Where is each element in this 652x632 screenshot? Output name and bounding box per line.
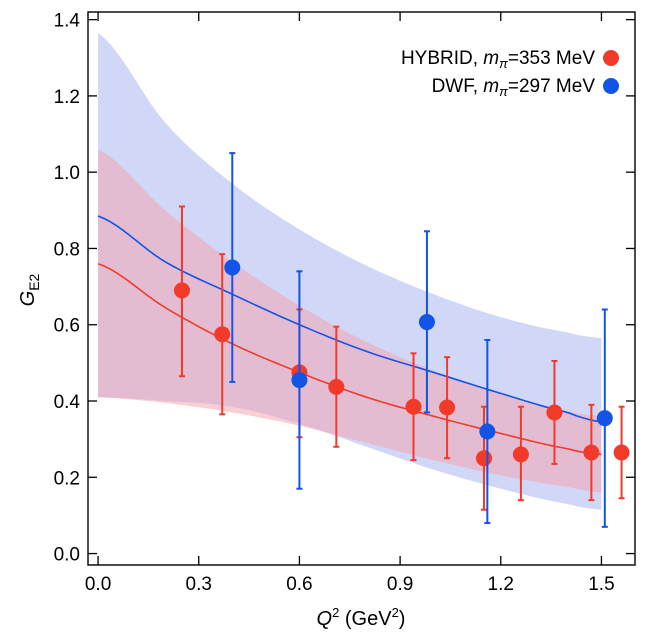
x-tick-label: 1.5	[588, 574, 614, 595]
plot-frame	[87, 11, 636, 566]
legend-hybrid-name: HYBRID,	[401, 48, 483, 69]
legend-dwf-mass-value: =297 MeV	[508, 76, 595, 97]
x-axis-title: Q2 (GeV2)	[317, 605, 406, 630]
y-tick-label: 0.2	[54, 468, 80, 489]
y-tick-label: 1.2	[54, 87, 80, 108]
y-axis-title-base: G	[17, 291, 39, 307]
hybrid-marker	[173, 282, 190, 299]
dwf-marker	[291, 372, 308, 389]
hybrid-point	[583, 403, 600, 502]
legend-hybrid-mass-value: =353 MeV	[508, 48, 595, 69]
legend-label-hybrid: HYBRID, mπ=353 MeV	[401, 48, 595, 71]
x-tick-label: 0.0	[85, 574, 111, 595]
legend: HYBRID, mπ=353 MeV DWF, mπ=297 MeV	[401, 48, 619, 99]
hybrid-point	[613, 405, 630, 500]
legend-dwf-mass-sub: π	[499, 84, 508, 99]
bands-layer	[98, 32, 602, 510]
legend-dwf-name: DWF,	[432, 76, 484, 97]
legend-hybrid-mass-symbol: m	[483, 48, 499, 69]
legend-hybrid-mass-sub: π	[499, 56, 508, 71]
hybrid-marker	[583, 444, 600, 461]
hybrid-point	[328, 325, 345, 448]
x-axis-title-unit-close: )	[399, 608, 406, 630]
hybrid-marker	[613, 444, 630, 461]
hybrid-error-band	[98, 149, 602, 493]
hybrid-point	[405, 352, 422, 462]
x-axis-title-unit-sup: 2	[392, 605, 399, 620]
dwf-marker	[418, 314, 435, 331]
hybrid-point	[214, 253, 231, 416]
y-tick-label: 1.4	[54, 11, 81, 32]
ticks-layer: 0.0 0.3 0.6 0.9 1.2 1.5 0.0 0.2 0.4 0.6 0.8 1.0 1.2 1…	[54, 11, 635, 595]
legend-marker-hybrid	[603, 50, 619, 66]
dwf-marker	[596, 410, 613, 427]
dwf-point	[596, 308, 613, 528]
hybrid-marker	[475, 450, 492, 467]
points-layer	[173, 152, 630, 528]
x-axis-title-sup: 2	[332, 605, 339, 620]
hybrid-marker	[512, 446, 529, 463]
hybrid-point	[546, 359, 563, 465]
hybrid-marker	[439, 399, 456, 416]
x-axis-title-base: Q	[317, 608, 333, 630]
dwf-point	[291, 270, 308, 490]
dwf-marker	[224, 259, 241, 276]
x-tick-label: 0.9	[387, 574, 413, 595]
y-tick-label: 1.0	[54, 163, 80, 184]
x-tick-label: 0.6	[286, 574, 312, 595]
y-tick-label: 0.0	[54, 545, 80, 566]
hybrid-point	[439, 356, 456, 460]
hybrid-point	[173, 205, 190, 378]
x-tick-label: 1.2	[488, 574, 514, 595]
y-tick-label: 0.8	[54, 239, 80, 260]
y-tick-label: 0.4	[54, 392, 81, 413]
x-tick-label: 0.3	[186, 574, 212, 595]
y-axis-title: GE2	[17, 273, 42, 306]
hybrid-marker	[405, 398, 422, 415]
y-tick-label: 0.6	[54, 316, 80, 337]
y-axis-title-sub: E2	[26, 273, 42, 290]
legend-label-dwf: DWF, mπ=297 MeV	[432, 76, 596, 99]
x-axis-title-unit: (GeV	[339, 608, 392, 630]
legend-marker-dwf	[603, 78, 619, 94]
hybrid-marker	[546, 404, 563, 421]
hybrid-point	[512, 405, 529, 502]
legend-dwf-mass-symbol: m	[483, 76, 499, 97]
hybrid-marker	[328, 378, 345, 395]
dwf-point	[479, 338, 496, 525]
dwf-point	[418, 230, 435, 414]
dwf-marker	[479, 423, 496, 440]
hybrid-marker	[214, 326, 231, 343]
dwf-point	[224, 152, 241, 383]
